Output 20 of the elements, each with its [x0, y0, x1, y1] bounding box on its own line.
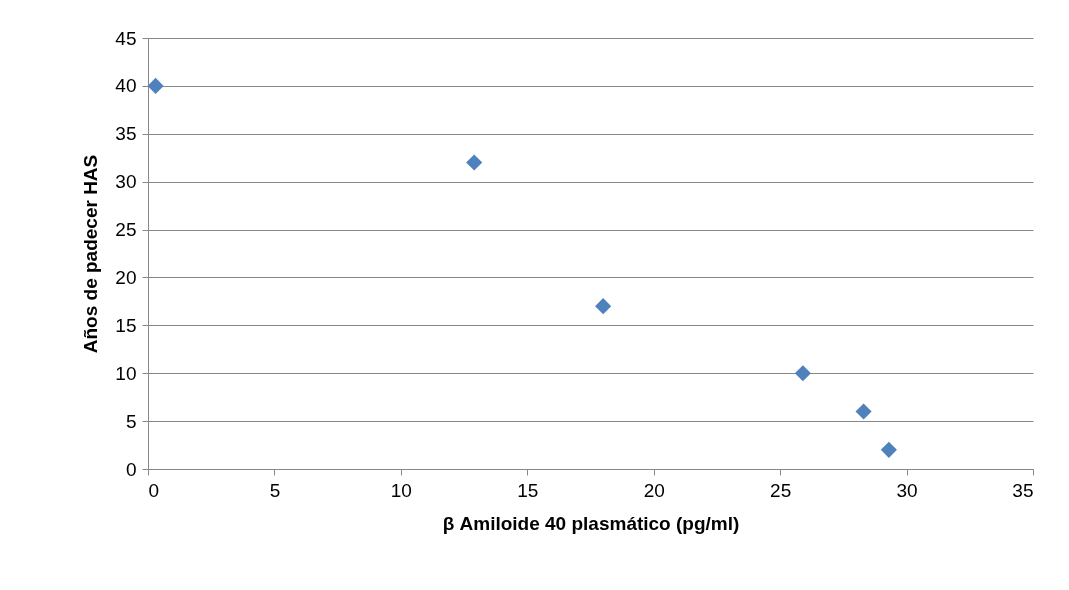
x-tick-label: 35	[1012, 479, 1034, 501]
x-tick-label: 20	[643, 479, 665, 501]
x-tick-label: 5	[269, 479, 281, 501]
x-axis-title: β Amiloide 40 plasmático (pg/ml)	[442, 512, 740, 534]
y-axis-title: Años de padecer HAS	[80, 154, 102, 354]
y-tick-label: 30	[115, 171, 137, 193]
x-tick-label: 15	[517, 479, 539, 501]
x-tick-label: 30	[896, 479, 918, 501]
y-tick-label: 20	[115, 266, 137, 288]
y-tick-label: 35	[115, 123, 137, 145]
y-tick-label: 15	[115, 314, 137, 336]
y-tick-label: 5	[125, 410, 137, 432]
y-tick-label: 10	[115, 362, 137, 384]
y-tick-label: 25	[115, 219, 137, 241]
y-tick-label: 45	[115, 27, 137, 49]
x-tick-label: 10	[390, 479, 412, 501]
x-tick-label: 0	[148, 479, 160, 501]
y-tick-label: 40	[115, 75, 137, 97]
x-tick-label: 25	[770, 479, 792, 501]
y-tick-label: 0	[125, 458, 137, 480]
